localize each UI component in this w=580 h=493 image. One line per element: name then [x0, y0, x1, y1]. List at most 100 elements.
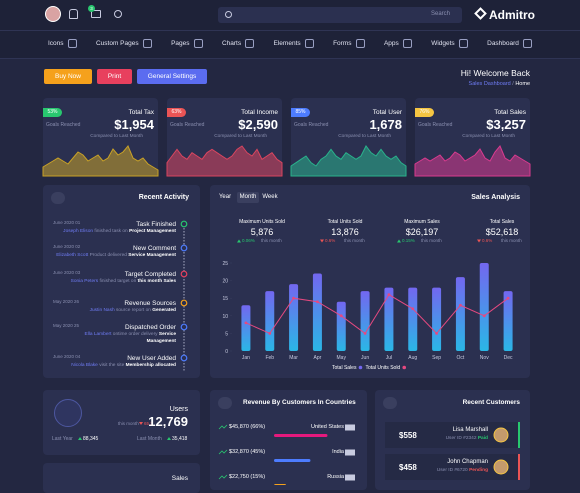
search-box[interactable]: Search — [218, 7, 462, 23]
more-button[interactable] — [383, 397, 397, 409]
menu-item[interactable]: Icons — [48, 38, 77, 48]
stat-value: $3,257 — [486, 117, 526, 132]
recent-activity-card — [43, 185, 200, 378]
menu-item[interactable]: Pages — [171, 38, 203, 48]
action-button[interactable]: Print — [97, 69, 132, 84]
breadcrumb-sep: / — [512, 81, 516, 87]
customer-meta: User ID #6720 Pending — [437, 468, 488, 473]
customer-status: Paid — [477, 436, 488, 441]
menu-bar — [0, 30, 580, 59]
button-label: General Settings — [147, 73, 197, 80]
activity-user[interactable]: Ella Lambert — [84, 332, 112, 337]
stat-change: 0.6% — [482, 238, 493, 243]
more-button[interactable] — [218, 397, 232, 409]
stat-period: this month — [421, 238, 442, 243]
action-button[interactable]: Buy Now — [44, 69, 92, 84]
activity-text: ontime order delivery — [112, 332, 158, 337]
stat-value: $2,590 — [238, 117, 278, 132]
menu-item[interactable]: Widgets — [431, 38, 468, 48]
avatar[interactable] — [45, 6, 61, 22]
activity-user[interactable]: Sonia Peters — [70, 279, 99, 284]
card-title: Sales — [171, 475, 188, 482]
menu: Icons Custom Pages Pages Charts Elements Form… — [48, 37, 532, 49]
customer-id: User ID #6720 — [436, 468, 468, 473]
menu-icon — [245, 38, 255, 48]
stat-change: 0.6% — [325, 238, 336, 243]
breadcrumb: Sales Dashboard / Home — [469, 81, 530, 87]
activity-desc: Ella Lambert ontime order delivery Servi… — [56, 332, 177, 345]
customer-meta: User ID #2342 Paid — [446, 436, 488, 441]
stat-change: 0.06% — [242, 238, 255, 243]
sales-analysis-card — [210, 185, 530, 378]
tab[interactable]: Month — [237, 192, 259, 203]
activity-highlight: Service Management — [128, 253, 176, 258]
activity-text: Product delivered — [89, 253, 127, 258]
menu-icon — [142, 38, 152, 48]
customer-amount: $558 — [399, 431, 417, 440]
notification-badge: 3 — [88, 5, 95, 12]
more-button[interactable] — [51, 192, 65, 204]
notification-icon[interactable] — [69, 9, 78, 19]
menu-item[interactable]: Apps — [384, 38, 412, 48]
activity-highlight: Project Management — [129, 229, 176, 234]
country: India — [332, 449, 344, 455]
stat-value: 1,678 — [369, 117, 402, 132]
activity-desc: Justin Nash source report on Generated — [56, 308, 176, 315]
activity-desc: Elizabeth Scott Product delivered Servic… — [56, 253, 176, 260]
activity-date: June 2020 04 — [53, 354, 81, 359]
activity-highlight: this month Sales — [137, 279, 176, 284]
stat-title: Total Sales — [494, 109, 526, 116]
activity-date: May 2020 26 — [53, 299, 80, 304]
menu-icon — [193, 38, 203, 48]
activity-date: June 2020 02 — [53, 244, 81, 249]
action-button[interactable]: General Settings — [137, 69, 207, 84]
menu-item[interactable]: Dashboard — [487, 38, 532, 48]
activity-user[interactable]: Justin Nash — [89, 308, 115, 313]
stat-label: Total Units Sold — [327, 219, 363, 225]
menu-label: Custom Pages — [95, 39, 139, 47]
menu-item[interactable]: Custom Pages — [95, 38, 152, 48]
breadcrumb-link[interactable]: Sales Dashboard — [468, 81, 511, 87]
stat-title: Total Tax — [128, 109, 154, 116]
tab-label: Year — [218, 194, 232, 200]
activity-title: Target Completed — [124, 271, 176, 278]
logo[interactable]: Admitro — [489, 8, 535, 22]
goal-label: Goals Reached — [46, 122, 81, 128]
activity-text: source report on — [115, 308, 151, 313]
menu-icon — [402, 38, 412, 48]
menu-icon — [355, 38, 365, 48]
activity-user[interactable]: Nicola Blake — [71, 363, 98, 368]
tab[interactable]: Year — [216, 192, 234, 203]
activity-title: Revenue Sources — [124, 300, 176, 307]
activity-user[interactable]: Joseph Elison — [63, 229, 94, 234]
activity-text: finished target on — [99, 279, 137, 284]
tab[interactable]: Week — [261, 192, 279, 203]
welcome-title: Hi! Welcome Back — [460, 68, 530, 78]
menu-label: Dashboard — [487, 39, 519, 47]
menu-item[interactable]: Elements — [274, 38, 314, 48]
activity-user[interactable]: Elizabeth Scott — [56, 253, 89, 258]
stat-label: Last Month — [137, 436, 162, 442]
fullscreen-icon[interactable] — [114, 10, 122, 18]
stat-change: 0.15% — [402, 238, 415, 243]
menu-item[interactable]: Forms — [333, 38, 365, 48]
activity-desc: Joseph Elison finished task on Project M… — [56, 229, 176, 236]
revenue-amount: $45,870 (66%) — [229, 424, 266, 430]
users-value: 12,769 — [148, 414, 188, 429]
activity-desc: Nicola Blake visit the site Membership a… — [56, 363, 176, 370]
message-icon[interactable] — [91, 10, 101, 18]
customer-name[interactable]: John Chapman — [447, 459, 488, 465]
breadcrumb-current[interactable]: Home — [515, 81, 530, 87]
customer-id: User ID #2342 — [445, 436, 477, 441]
menu-item[interactable]: Charts — [222, 38, 255, 48]
stat-note: Compared to Last Month — [462, 134, 515, 139]
activity-date: June 2020 03 — [53, 270, 81, 275]
button-label: Buy Now — [54, 73, 81, 80]
revenue-amount: $32,870 (45%) — [229, 449, 266, 455]
customer-name[interactable]: Lisa Marshall — [452, 427, 488, 433]
card-title: Sales Analysis — [471, 194, 520, 201]
users-icon — [54, 399, 82, 427]
activity-title: New User Added — [127, 355, 176, 362]
goal-badge: 53% — [43, 108, 62, 117]
